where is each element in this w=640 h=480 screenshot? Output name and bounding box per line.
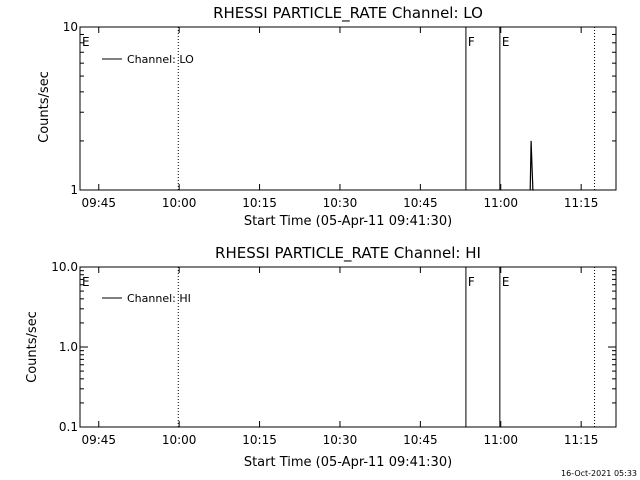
x-tick-label: 09:45 (81, 433, 116, 447)
x-tick-label: 09:45 (81, 196, 116, 210)
chart-title: RHESSI PARTICLE_RATE Channel: HI (215, 244, 481, 263)
x-tick-label: 10:30 (323, 196, 358, 210)
panel-lo: RHESSI PARTICLE_RATE Channel: LO Start T… (37, 4, 617, 229)
event-label: F (468, 275, 475, 289)
y-axis-label: Counts/sec (37, 71, 52, 143)
legend: Channel: HI (102, 292, 191, 305)
chart-title: RHESSI PARTICLE_RATE Channel: LO (213, 4, 483, 23)
x-tick-label: 10:00 (162, 196, 197, 210)
x-axis-label: Start Time (05-Apr-11 09:41:30) (244, 455, 452, 470)
x-tick-label: 11:00 (483, 196, 518, 210)
event-label: E (82, 35, 90, 49)
event-label: E (502, 275, 510, 289)
event-label: E (82, 275, 90, 289)
event-label: F (468, 35, 475, 49)
series-line (529, 140, 534, 191)
x-tick-label: 10:15 (242, 196, 277, 210)
x-axis-label: Start Time (05-Apr-11 09:41:30) (244, 214, 452, 229)
plot-area: 09:45 10:00 10:15 10:30 10:45 11:00 11:15 0.1 1.… (51, 260, 617, 447)
y-tick-label: 0.1 (59, 420, 78, 434)
x-tick-label: 10:45 (403, 433, 438, 447)
legend-label: Channel: HI (127, 292, 191, 305)
y-tick-label: 10 (63, 20, 78, 34)
x-tick-label: 10:15 (242, 433, 277, 447)
generation-timestamp: 16-Oct-2021 05:33 (561, 469, 637, 478)
x-tick-label: 10:00 (162, 433, 197, 447)
legend-label: Channel: LO (127, 53, 194, 66)
x-tick-label: 11:15 (564, 196, 599, 210)
x-tick-label: 10:30 (323, 433, 358, 447)
plot-area: 09:45 10:00 10:15 10:30 10:45 11:00 11:15 1 10 E F… (63, 20, 617, 210)
x-tick-label: 10:45 (403, 196, 438, 210)
legend: Channel: LO (102, 53, 194, 66)
y-tick-label: 10.0 (51, 260, 78, 274)
y-axis-label: Counts/sec (25, 311, 40, 383)
x-tick-label: 11:15 (564, 433, 599, 447)
x-tick-label: 11:00 (483, 433, 518, 447)
event-label: E (502, 35, 510, 49)
y-tick-label: 1.0 (59, 340, 78, 354)
y-tick-label: 1 (70, 183, 78, 197)
panel-hi: RHESSI PARTICLE_RATE Channel: HI Start T… (25, 244, 617, 470)
